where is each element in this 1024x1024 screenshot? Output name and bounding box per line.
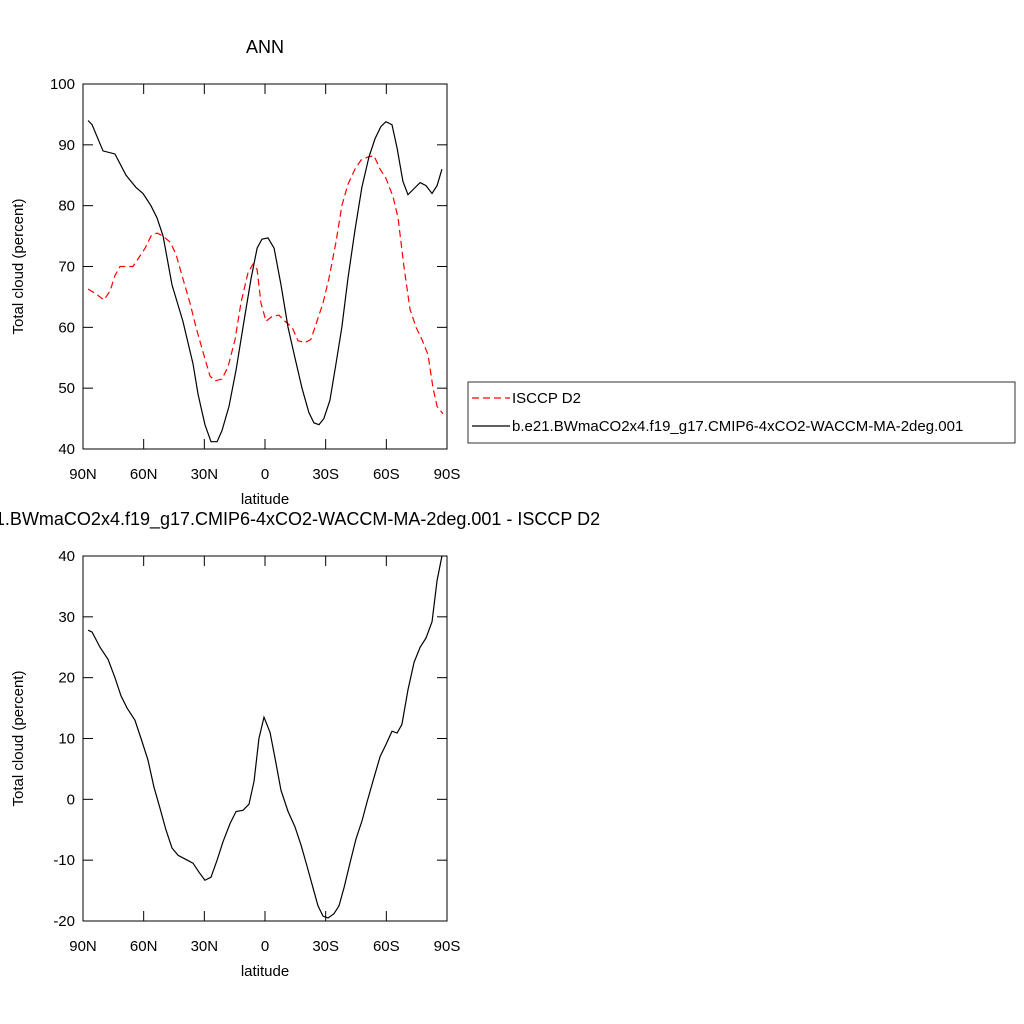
x-tick-label: 60S: [373, 938, 400, 955]
x-axis-label: latitude: [241, 963, 289, 980]
x-tick-label: 60N: [130, 466, 158, 483]
x-tick-label: 90N: [69, 938, 97, 955]
plot-frame: [82, 555, 448, 922]
x-tick-label: 90N: [69, 466, 97, 483]
x-tick-label: 30S: [312, 938, 339, 955]
y-tick-label: 80: [58, 198, 75, 215]
x-tick-label: 30N: [191, 466, 219, 483]
data-line: [87, 555, 443, 919]
data-line: [87, 120, 443, 443]
y-tick-label: 60: [58, 319, 75, 336]
y-tick-label: 40: [58, 548, 75, 565]
y-tick-label: 10: [58, 731, 75, 748]
y-axis-label: Total cloud (percent): [10, 199, 27, 335]
y-tick-label: 0: [67, 791, 75, 808]
chart-title: ANN: [246, 37, 284, 57]
x-tick-label: 30S: [312, 466, 339, 483]
legend-label: b.e21.BWmaCO2x4.f19_g17.CMIP6-4xCO2-WACC…: [512, 418, 963, 435]
data-line: [87, 155, 444, 415]
x-tick-label: 90S: [434, 466, 461, 483]
y-tick-label: 50: [58, 380, 75, 397]
x-tick-label: 30N: [191, 938, 219, 955]
y-tick-label: 70: [58, 259, 75, 276]
x-tick-label: 0: [261, 466, 269, 483]
y-tick-label: 30: [58, 609, 75, 626]
y-tick-label: 20: [58, 670, 75, 687]
y-tick-label: 100: [50, 76, 75, 93]
legend-box: [467, 381, 1016, 444]
y-tick-label: -10: [53, 852, 75, 869]
x-tick-label: 90S: [434, 938, 461, 955]
x-tick-label: 60S: [373, 466, 400, 483]
y-tick-label: 90: [58, 137, 75, 154]
chart-title: b.e21.BWmaCO2x4.f19_g17.CMIP6-4xCO2-WACC…: [0, 509, 600, 530]
plot-frame: [82, 83, 448, 450]
x-axis-label: latitude: [241, 491, 289, 508]
y-tick-label: 40: [58, 441, 75, 458]
y-tick-label: -20: [53, 913, 75, 930]
x-tick-label: 60N: [130, 938, 158, 955]
x-tick-label: 0: [261, 938, 269, 955]
y-axis-label: Total cloud (percent): [10, 671, 27, 807]
legend-label: ISCCP D2: [512, 390, 581, 407]
